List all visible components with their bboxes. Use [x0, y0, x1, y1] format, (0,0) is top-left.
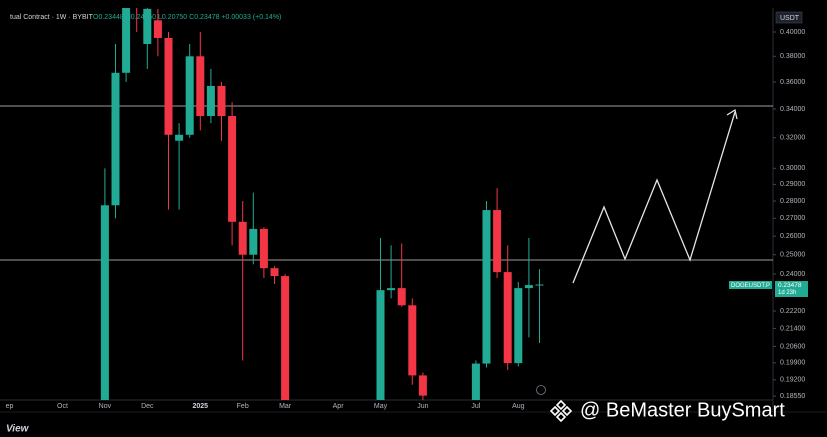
candle-body [535, 284, 544, 286]
y-tick-label: 0.28000 [780, 198, 805, 205]
price-tag [775, 281, 808, 297]
candle-body [249, 228, 258, 255]
candle-body [217, 85, 226, 117]
candle-body [281, 276, 290, 400]
x-tick-label: ep [6, 403, 14, 410]
y-tick-label: 0.36000 [780, 79, 805, 86]
x-tick-label: Oct [57, 403, 68, 410]
candle-body [122, 8, 131, 73]
candle-body [185, 56, 194, 135]
candle-body [100, 205, 109, 400]
plot-area [0, 8, 773, 400]
y-tick-label: 0.25000 [780, 252, 805, 259]
y-tick-label: 0.27000 [780, 215, 805, 222]
candle-body [270, 268, 279, 277]
symbol-tag [729, 281, 772, 289]
x-tick-label: Nov [99, 403, 112, 410]
y-tick-label: 0.24000 [780, 271, 805, 278]
ohlc-header: O0.23448 H0.24250 L0.20750 C0.23478 +0.0… [93, 14, 281, 21]
candle-body [482, 210, 491, 364]
projection-path [572, 111, 736, 284]
candle-body [196, 56, 205, 117]
y-tick-label: 0.38000 [780, 53, 805, 60]
x-tick-label: Apr [333, 403, 345, 410]
x-tick-label: May [374, 403, 388, 410]
y-tick-label: 0.21400 [780, 325, 805, 332]
candle-body [514, 288, 523, 364]
countdown-label: 1d 23h [778, 290, 796, 296]
watermark: @ BeMaster BuySmart [580, 399, 785, 421]
candle-body [143, 8, 152, 44]
candle-body [471, 363, 480, 400]
x-tick-label: Jul [471, 403, 480, 410]
candle-body [376, 290, 385, 400]
candle-body [503, 272, 512, 364]
currency-label[interactable]: USDT [780, 15, 800, 22]
candle-body [111, 72, 120, 206]
x-tick-label: 2025 [193, 403, 209, 410]
x-tick-label: Mar [279, 403, 292, 410]
x-tick-label: Dec [141, 403, 154, 410]
y-tick-label: 0.19200 [780, 377, 805, 384]
x-tick-label: Aug [512, 403, 525, 410]
y-tick-label: 0.18550 [780, 393, 805, 400]
candle-body [493, 210, 502, 273]
y-tick-label: 0.26000 [780, 233, 805, 240]
settings-icon[interactable] [536, 385, 546, 395]
y-tick-label: 0.20600 [780, 343, 805, 350]
y-tick-label: 0.40000 [780, 29, 805, 36]
currency-box[interactable] [775, 11, 803, 24]
y-tick-label: 0.29000 [780, 181, 805, 188]
footer-text: View [6, 424, 30, 435]
candle-body [206, 85, 215, 117]
candle-body [387, 288, 396, 291]
watermark-logo [549, 399, 573, 423]
candle-body [175, 134, 184, 141]
x-tick-label: Jun [417, 403, 428, 410]
candle-body [153, 20, 162, 38]
symbol-header: tual Contract · 1W · BYBIT [10, 14, 94, 21]
candle-body [164, 37, 173, 135]
projection-arrowhead [726, 108, 738, 120]
price-tag-label: 0.23478 [778, 282, 802, 289]
y-tick-label: 0.34000 [780, 106, 805, 113]
candle-body [397, 288, 406, 306]
candle-body [238, 221, 247, 255]
candle-body [408, 305, 417, 376]
y-tick-label: 0.19900 [780, 360, 805, 367]
y-tick-label: 0.30000 [780, 165, 805, 172]
candle-body [524, 285, 533, 289]
symbol-tag-label: DOGEUSDT.P [731, 283, 770, 289]
y-tick-label: 0.22200 [780, 308, 805, 315]
candle-body [418, 375, 427, 396]
candle-body [259, 228, 268, 269]
candle-body [228, 116, 237, 222]
y-tick-label: 0.32000 [780, 135, 805, 142]
x-tick-label: Feb [237, 403, 249, 410]
